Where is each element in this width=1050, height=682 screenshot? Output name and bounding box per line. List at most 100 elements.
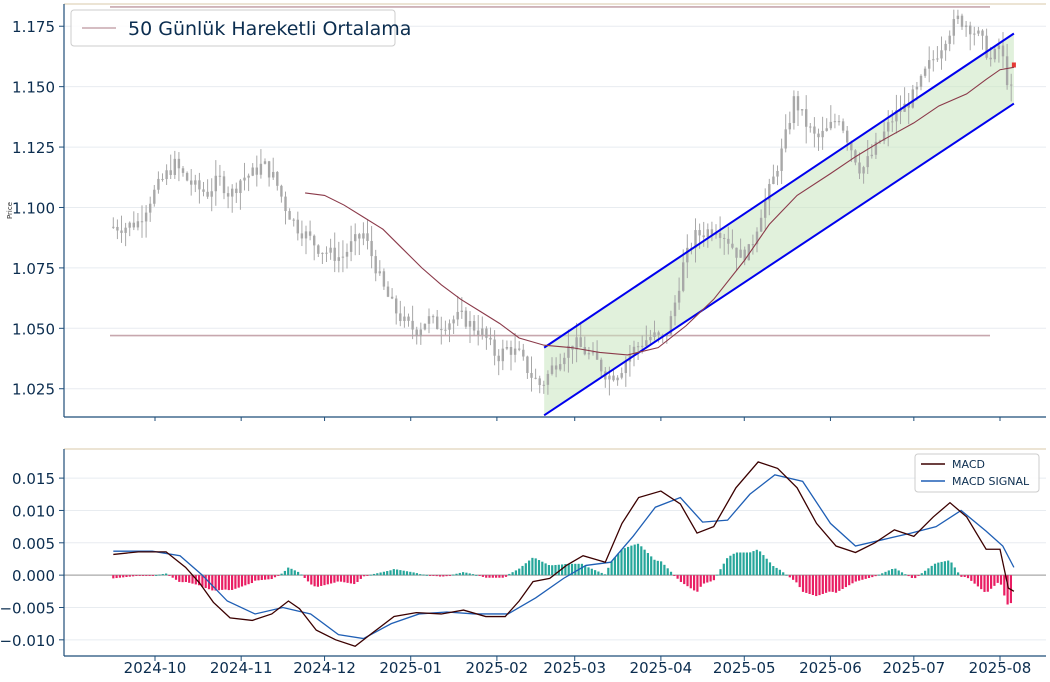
macd-histogram-bar — [145, 575, 148, 576]
macd-histogram-bar — [607, 567, 610, 576]
macd-histogram-bar — [874, 575, 877, 577]
macd-histogram-bar — [920, 573, 923, 576]
macd-histogram-bar — [174, 575, 178, 580]
candle-body — [669, 316, 673, 335]
candle-body — [833, 121, 837, 123]
macd-histogram-bar — [151, 575, 155, 576]
macd-histogram-bar — [785, 574, 788, 576]
candle-body — [747, 244, 751, 261]
candle-body — [710, 229, 714, 235]
macd-histogram-bar — [904, 574, 907, 576]
macd-histogram-bar — [349, 575, 353, 584]
candle-body — [419, 329, 423, 337]
macd-histogram-bar — [534, 558, 537, 576]
macd-histogram-bar — [293, 570, 296, 576]
candle-body — [190, 180, 193, 185]
candle-body — [682, 262, 685, 291]
candle-body — [616, 377, 619, 381]
candle-body — [718, 232, 722, 238]
macd-histogram-bar — [557, 564, 560, 576]
candle-body — [858, 162, 861, 174]
candle-body — [116, 226, 119, 231]
macd-histogram-bar — [316, 575, 320, 587]
macd-histogram-bar — [254, 575, 257, 581]
macd-histogram-bar — [910, 575, 914, 578]
macd-histogram-bar — [940, 561, 943, 576]
candle-body — [735, 247, 738, 258]
macd-histogram-bar — [237, 575, 240, 588]
macd-histogram-bar — [627, 546, 630, 576]
macd-histogram-bar — [966, 575, 970, 579]
macd-histogram-bar — [488, 575, 491, 578]
candle-body — [313, 235, 316, 246]
macd-histogram-bar — [353, 575, 356, 585]
macd-histogram-bar — [755, 549, 758, 576]
price-tick-label: 1.125 — [12, 139, 55, 157]
macd-histogram-bar — [333, 575, 336, 583]
candle-body — [546, 373, 550, 385]
macd-histogram-bar — [594, 570, 597, 576]
candle-body — [173, 158, 177, 175]
macd-histogram-bar — [485, 575, 488, 578]
candle-body — [415, 329, 418, 337]
candle-body — [882, 131, 886, 141]
macd-histogram-bar — [848, 575, 851, 586]
macd-histogram-bar — [300, 574, 303, 576]
candle-body — [784, 129, 787, 149]
candle-body — [374, 256, 377, 274]
macd-histogram-bar — [858, 575, 861, 581]
macd-histogram-bar — [650, 556, 653, 576]
candle-body — [817, 133, 820, 138]
macd-histogram-bar — [970, 575, 973, 581]
macd-histogram-bar — [990, 575, 993, 589]
macd-histogram-bar — [518, 568, 521, 576]
macd-histogram-bar — [729, 555, 732, 576]
macd-histogram-bar — [610, 561, 613, 576]
macd-histogram-bar — [768, 562, 772, 576]
candle-body — [936, 58, 939, 60]
candle-body — [284, 196, 287, 212]
macd-histogram-bar — [537, 560, 541, 576]
macd-signal-line — [113, 474, 1015, 640]
macd-histogram-bar — [402, 570, 405, 576]
macd-histogram-bar — [633, 544, 636, 576]
macd-histogram-bar — [811, 575, 815, 596]
macd-histogram-bar — [666, 568, 669, 576]
macd-histogram-bar — [1006, 575, 1009, 605]
candle-body — [923, 68, 927, 76]
macd-histogram-bar — [336, 575, 339, 582]
macd-histogram-bar — [521, 565, 524, 576]
macd-histogram-bar — [1003, 575, 1006, 596]
candle-body — [431, 316, 435, 318]
macd-histogram-bar — [330, 575, 333, 584]
macd-histogram-bar — [580, 563, 584, 576]
macd-histogram-bar — [287, 567, 290, 576]
candle-body — [198, 180, 201, 190]
candle-body — [399, 313, 402, 322]
candle-body — [727, 238, 730, 244]
candle-body — [509, 347, 513, 355]
macd-histogram-bar — [511, 572, 514, 576]
candle-body — [850, 142, 853, 151]
candle-body — [583, 346, 587, 355]
macd-histogram-bar — [429, 575, 432, 576]
macd-histogram-bar — [831, 575, 834, 592]
macd-histogram-bar — [834, 575, 838, 593]
candle-body — [382, 271, 386, 287]
candle-body — [489, 337, 492, 340]
macd-histogram-bar — [574, 563, 577, 576]
macd-histogram-bar — [828, 575, 831, 592]
macd-histogram-bar — [676, 575, 679, 579]
macd-histogram-bar — [356, 575, 359, 582]
candle-body — [272, 171, 275, 178]
macd-histogram-bar — [462, 572, 465, 576]
candle-body — [534, 377, 537, 379]
price-tick-label: 1.100 — [12, 199, 55, 217]
macd-histogram-bar — [953, 567, 956, 576]
macd-histogram-bar — [148, 575, 151, 576]
candle-body — [755, 231, 759, 245]
candle-body — [895, 110, 898, 122]
candle-body — [214, 175, 218, 192]
candle-body — [673, 302, 677, 317]
